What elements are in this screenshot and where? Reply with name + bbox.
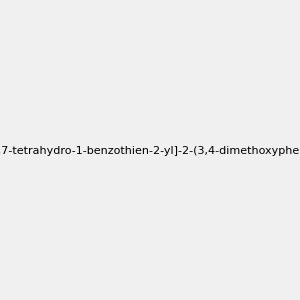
Text: N-[3-(aminocarbonyl)-4,5,6,7-tetrahydro-1-benzothien-2-yl]-2-(3,4-dimethoxypheny: N-[3-(aminocarbonyl)-4,5,6,7-tetrahydro-…: [0, 146, 300, 157]
